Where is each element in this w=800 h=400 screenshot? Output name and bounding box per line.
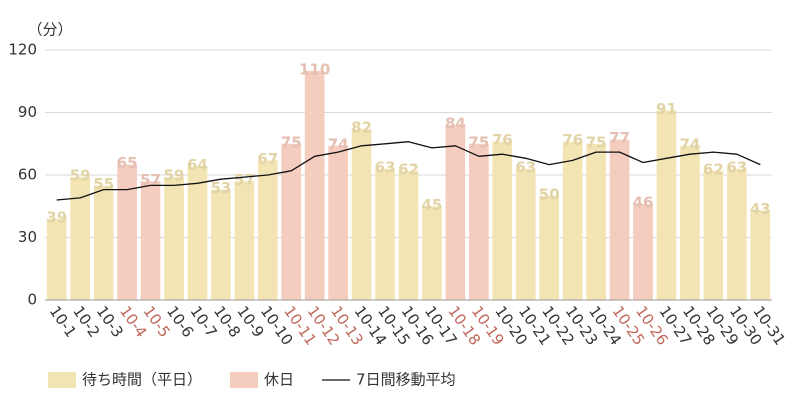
bar xyxy=(469,143,489,300)
legend-item: 7日間移動平均 xyxy=(322,371,456,389)
bar xyxy=(234,181,255,300)
value-label: 65 xyxy=(117,154,138,172)
value-label: 74 xyxy=(679,135,700,153)
value-label: 91 xyxy=(656,100,677,118)
y-tick-label: 30 xyxy=(18,228,37,246)
legend-label: 待ち時間（平日） xyxy=(82,371,202,389)
bar xyxy=(375,168,395,300)
value-label: 82 xyxy=(351,119,372,137)
value-label: 75 xyxy=(586,133,607,151)
legend-item: 待ち時間（平日） xyxy=(48,371,202,389)
value-label: 74 xyxy=(328,135,349,153)
legend-label: 休日 xyxy=(264,371,294,389)
bar xyxy=(539,195,560,300)
bar xyxy=(422,206,442,300)
value-label: 59 xyxy=(70,167,91,185)
bar xyxy=(492,141,513,300)
value-label: 64 xyxy=(187,156,208,174)
bar xyxy=(515,168,536,300)
value-label: 62 xyxy=(703,160,724,178)
bar xyxy=(750,210,771,300)
value-label: 50 xyxy=(539,185,560,203)
legend-label: 7日間移動平均 xyxy=(356,371,456,389)
y-tick-label: 60 xyxy=(18,166,37,184)
y-tick-label: 120 xyxy=(8,41,37,59)
value-label: 63 xyxy=(726,158,747,176)
value-label: 67 xyxy=(257,150,278,168)
y-tick-label: 90 xyxy=(18,103,37,121)
bar xyxy=(281,143,302,300)
bar xyxy=(586,143,606,300)
bar xyxy=(164,177,184,300)
bar xyxy=(633,204,653,300)
value-label: 59 xyxy=(164,167,185,185)
y-unit: （分） xyxy=(27,21,72,39)
bar xyxy=(211,189,231,300)
bar xyxy=(70,177,91,300)
value-label: 75 xyxy=(468,133,489,151)
value-label: 62 xyxy=(398,160,419,178)
legend-swatch xyxy=(48,372,76,388)
bar xyxy=(140,181,161,300)
value-label: 43 xyxy=(750,200,771,218)
value-label: 46 xyxy=(633,194,654,212)
bar xyxy=(257,160,278,300)
bar xyxy=(46,218,67,300)
bar xyxy=(304,70,325,300)
bar xyxy=(726,168,747,300)
bar xyxy=(187,166,208,300)
bar xyxy=(328,145,348,300)
bar xyxy=(398,170,419,300)
value-label: 110 xyxy=(299,60,330,78)
value-label: 84 xyxy=(445,115,466,133)
bar xyxy=(656,110,677,301)
bar xyxy=(609,139,630,300)
value-label: 45 xyxy=(422,196,443,214)
value-label: 76 xyxy=(492,131,513,149)
value-label: 77 xyxy=(609,129,630,147)
moving-average-line xyxy=(56,141,761,201)
bar xyxy=(445,125,466,300)
bar xyxy=(703,170,724,300)
value-label: 75 xyxy=(281,133,302,151)
bar xyxy=(351,129,372,300)
legend-item: 休日 xyxy=(230,371,294,389)
value-label: 55 xyxy=(93,175,114,193)
value-label: 63 xyxy=(515,158,536,176)
bar xyxy=(562,141,583,300)
bar xyxy=(680,145,700,300)
value-label: 57 xyxy=(234,171,255,189)
value-label: 39 xyxy=(46,208,67,226)
y-tick-label: 0 xyxy=(27,291,37,309)
value-label: 63 xyxy=(375,158,396,176)
bar xyxy=(93,185,114,300)
bar xyxy=(117,164,137,300)
value-label: 57 xyxy=(140,171,161,189)
legend-swatch xyxy=(230,372,259,388)
value-label: 76 xyxy=(562,131,583,149)
value-label: 53 xyxy=(210,179,231,197)
